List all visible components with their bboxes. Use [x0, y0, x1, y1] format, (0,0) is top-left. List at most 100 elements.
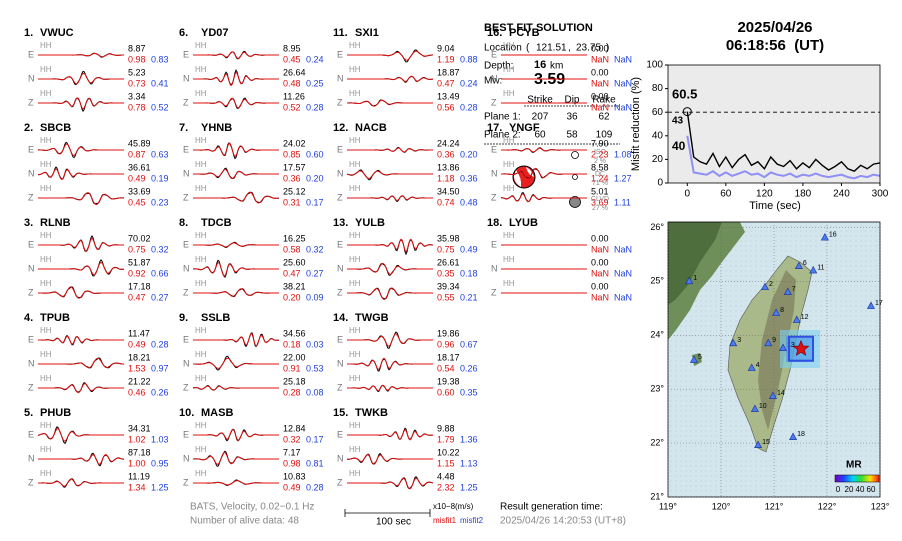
map-y-label: 22° [650, 437, 664, 447]
station-marker [866, 301, 875, 309]
component: Z [183, 192, 189, 202]
synthetic-trace [347, 477, 434, 490]
misfit2: NaN [614, 292, 632, 302]
misfit1: 0.45 [128, 197, 146, 207]
misfit2: NaN [614, 244, 632, 254]
scale-bar [344, 509, 431, 517]
synthetic-trace [38, 52, 125, 58]
amplitude: 0.00 [591, 281, 609, 291]
misfit1: 0.47 [437, 78, 455, 88]
instrument: HH [349, 374, 361, 383]
synthetic-trace [347, 99, 433, 107]
instrument: HH [349, 350, 361, 359]
synthetic-trace [347, 429, 434, 441]
instrument: HH [40, 65, 52, 74]
location-open: ( [526, 43, 530, 54]
component: E [183, 144, 189, 154]
station-number: 12. [333, 122, 348, 134]
misfit2: 0.26 [151, 387, 169, 397]
misfit1: 0.75 [128, 244, 146, 254]
component: N [28, 453, 35, 463]
instrument: HH [503, 136, 515, 145]
component: N [491, 263, 498, 273]
component: Z [337, 382, 343, 392]
misfit1: 0.35 [437, 268, 455, 278]
amplitude: 33.69 [128, 186, 151, 196]
component: N [337, 263, 344, 273]
station-number: 14. [333, 312, 348, 324]
annotation: 43 [672, 116, 684, 127]
synthetic-trace [38, 286, 124, 299]
station-marker [689, 355, 698, 363]
iso-symbol [571, 151, 579, 159]
instrument: HH [195, 469, 207, 478]
synthetic-trace [193, 357, 279, 369]
table-header: Rake [592, 95, 616, 106]
synthetic-trace [193, 71, 279, 87]
x-tick-label: 0 [684, 189, 690, 200]
misfit2: 0.17 [306, 434, 324, 444]
synthetic-trace [347, 384, 433, 392]
y-tick-label: 0 [657, 178, 663, 189]
amplitude: 18.87 [437, 67, 460, 77]
misfit1: 0.58 [283, 244, 301, 254]
epicenter-box [788, 335, 815, 362]
x-axis-label: Time (sec) [749, 200, 801, 212]
y-tick-label: 60 [652, 107, 664, 118]
plane-label: Plane 1: [484, 112, 521, 123]
misfit1: 0.20 [283, 292, 301, 302]
misfit2: 0.26 [460, 363, 478, 373]
component: E [491, 144, 497, 154]
component: N [28, 358, 35, 368]
station-name: MASB [201, 407, 233, 419]
misfit2: 0.83 [151, 54, 169, 64]
amplitude: 21.22 [128, 376, 151, 386]
station-number: 6. [179, 27, 188, 39]
component: E [183, 334, 189, 344]
clvd-symbol [569, 196, 581, 208]
amplitude: 8.58 [591, 162, 609, 172]
amplitude: 19.38 [437, 376, 460, 386]
instrument: HH [40, 184, 52, 193]
misfit2: 0.28 [460, 102, 478, 112]
station-number: 5. [24, 407, 33, 419]
component: Z [28, 287, 34, 297]
misfit1: 1.34 [128, 482, 146, 492]
mt-component: CLVD [591, 196, 609, 203]
station-label: 18 [797, 431, 805, 438]
colorbar-tick: 60 [867, 485, 876, 494]
component: Z [28, 97, 34, 107]
amplitude: 11.47 [128, 328, 150, 338]
component: E [28, 334, 34, 344]
misfit2: 0.66 [151, 268, 169, 278]
component: Z [337, 477, 343, 487]
table-header: Strike [527, 95, 553, 106]
instrument: HH [503, 231, 515, 240]
station-marker [754, 440, 763, 449]
synthetic-trace [347, 454, 433, 465]
component: N [28, 73, 35, 83]
misfit2: 0.17 [306, 197, 324, 207]
station-number: 3. [24, 217, 33, 229]
misfit1: 0.49 [128, 173, 146, 183]
amplitude: 13.49 [437, 91, 460, 101]
component: Z [491, 287, 497, 297]
synthetic-trace [192, 452, 279, 465]
component: Z [491, 192, 497, 202]
station-label: 3 [737, 337, 741, 344]
instrument: HH [40, 350, 52, 359]
misfit1: 0.47 [128, 292, 146, 302]
misfit2: 0.52 [151, 102, 169, 112]
amplitude: 11.26 [283, 91, 305, 101]
component: E [491, 49, 497, 59]
amplitude: 22.00 [283, 352, 306, 362]
misfit1: 0.32 [283, 434, 301, 444]
synthetic-trace [192, 385, 279, 391]
component: N [28, 168, 35, 178]
misfit1: NaN [591, 292, 609, 302]
amplitude: 24.02 [283, 138, 306, 148]
instrument: HH [503, 279, 515, 288]
component: N [183, 453, 190, 463]
depth-value: 16 [534, 59, 546, 71]
station-number: 16. [487, 27, 502, 39]
